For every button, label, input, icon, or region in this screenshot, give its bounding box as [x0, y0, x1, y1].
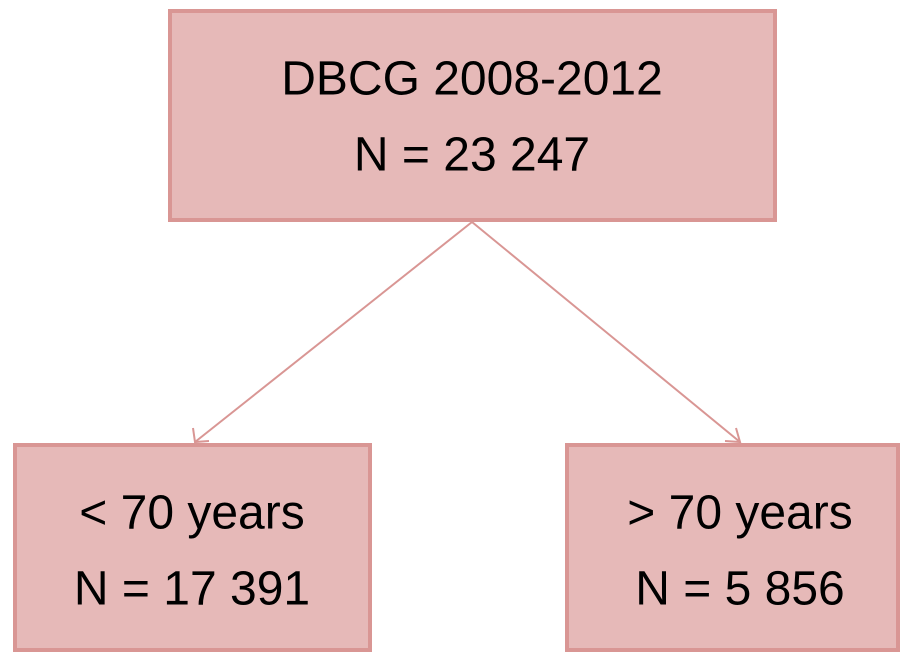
- node-label: > 70 years: [627, 487, 852, 540]
- arrow-head: [724, 427, 742, 444]
- arrow-head: [192, 427, 210, 444]
- node-label: N = 5 856: [635, 563, 844, 616]
- child-node: [565, 443, 900, 652]
- arrow: [194, 221, 473, 443]
- root-node: [168, 9, 777, 222]
- node-label: N = 17 391: [74, 563, 310, 616]
- node-label: < 70 years: [79, 487, 304, 540]
- arrow: [471, 221, 741, 443]
- child-node: [13, 443, 372, 652]
- node-label: N = 23 247: [354, 129, 590, 182]
- node-label: DBCG 2008-2012: [281, 53, 663, 106]
